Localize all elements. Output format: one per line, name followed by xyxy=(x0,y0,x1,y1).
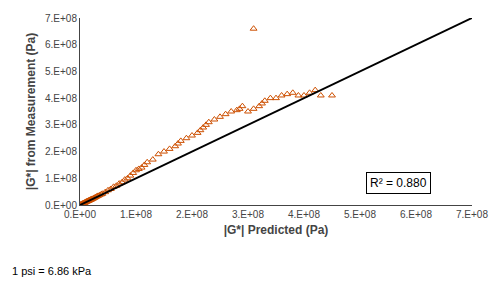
svg-text:|G*| from Measurement (Pa): |G*| from Measurement (Pa) xyxy=(24,33,38,190)
svg-text:0.E+00: 0.E+00 xyxy=(64,209,96,220)
svg-text:R² = 0.880: R² = 0.880 xyxy=(370,176,427,190)
svg-text:5.E+08: 5.E+08 xyxy=(45,66,77,77)
svg-text:4.E+08: 4.E+08 xyxy=(288,209,320,220)
svg-text:3.E+08: 3.E+08 xyxy=(45,119,77,130)
svg-text:1.E+08: 1.E+08 xyxy=(120,209,152,220)
svg-text:2.E+08: 2.E+08 xyxy=(45,146,77,157)
svg-text:7.E+08: 7.E+08 xyxy=(45,13,77,24)
svg-text:7.E+08: 7.E+08 xyxy=(456,209,488,220)
svg-text:2.E+08: 2.E+08 xyxy=(176,209,208,220)
svg-text:1 psi = 6.86 kPa: 1 psi = 6.86 kPa xyxy=(12,265,92,277)
svg-text:3.E+08: 3.E+08 xyxy=(232,209,264,220)
svg-text:6.E+08: 6.E+08 xyxy=(400,209,432,220)
svg-text:6.E+08: 6.E+08 xyxy=(45,39,77,50)
svg-text:|G*| Predicted (Pa): |G*| Predicted (Pa) xyxy=(224,223,329,237)
svg-text:4.E+08: 4.E+08 xyxy=(45,93,77,104)
svg-text:0.E+00: 0.E+00 xyxy=(45,200,77,211)
svg-text:1.E+08: 1.E+08 xyxy=(45,173,77,184)
svg-text:5.E+08: 5.E+08 xyxy=(344,209,376,220)
